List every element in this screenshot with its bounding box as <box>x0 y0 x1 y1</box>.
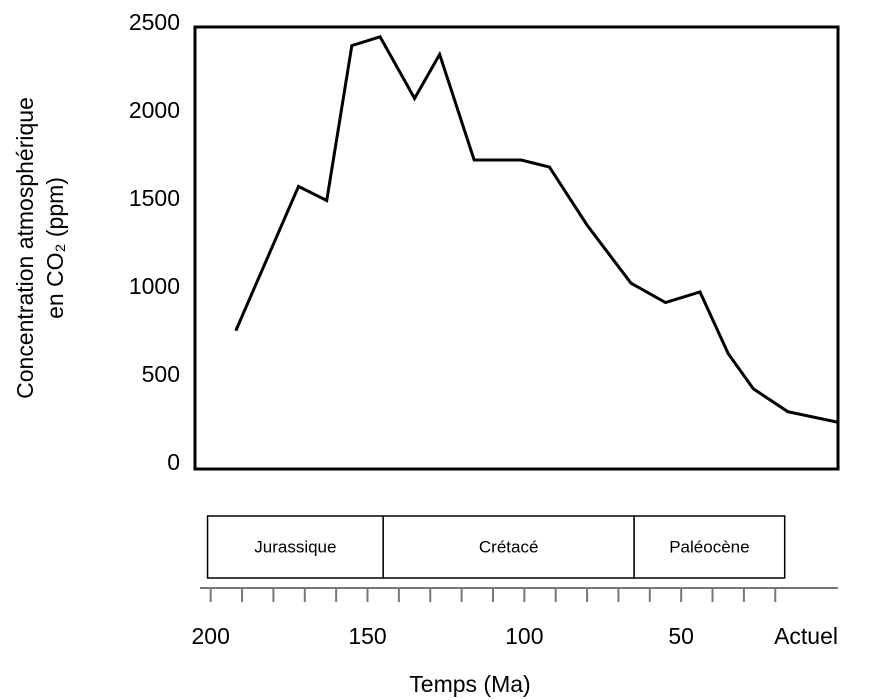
x-tick-label: 200 <box>191 623 229 649</box>
y-axis-label-line: Concentration atmosphérique <box>12 97 38 399</box>
data-line <box>234 35 839 424</box>
plot-frame <box>193 25 840 471</box>
x-tick-label: 150 <box>348 623 386 649</box>
period-label: Crétacé <box>479 537 539 556</box>
y-tick-label: 2500 <box>129 9 180 35</box>
period-label: Paléocène <box>669 537 749 556</box>
period-box <box>633 515 786 579</box>
y-tick-label: 1000 <box>129 273 180 299</box>
x-tick-label: 100 <box>505 623 543 649</box>
x-tick-label: Actuel <box>774 623 838 649</box>
period-box <box>206 515 384 579</box>
y-tick-label: 500 <box>142 361 180 387</box>
period-box <box>382 515 635 579</box>
x-tick-label: 50 <box>668 623 694 649</box>
y-tick-label: 2000 <box>129 97 180 123</box>
x-axis-label: Temps (Ma) <box>409 671 530 697</box>
y-axis-label-line: en CO₂ (ppm) <box>42 177 68 319</box>
y-tick-label: 0 <box>167 449 180 475</box>
y-tick-label: 1500 <box>129 185 180 211</box>
period-label: Jurassique <box>254 537 336 556</box>
y-axis-label: Concentration atmosphérique en CO₂ (ppm) <box>12 97 68 399</box>
